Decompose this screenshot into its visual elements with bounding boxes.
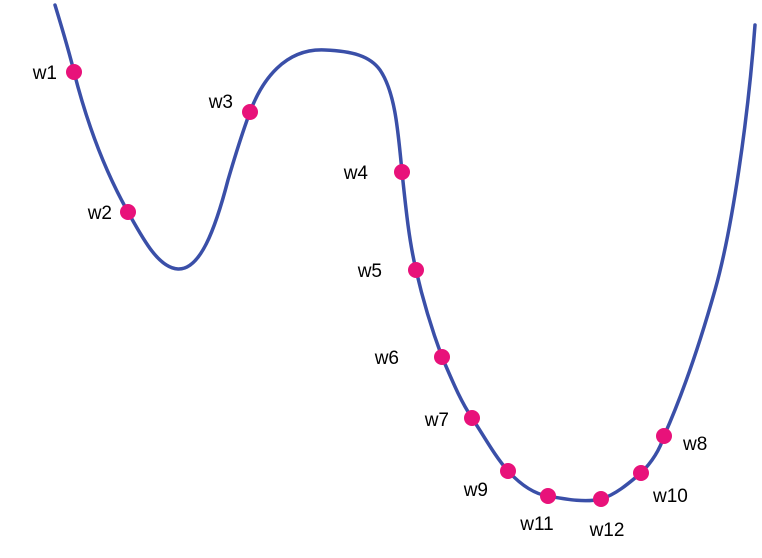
points-layer <box>66 64 672 507</box>
point-w8-label: w8 <box>682 434 707 455</box>
point-w11-marker <box>540 488 556 504</box>
point-w6-label: w6 <box>374 348 399 369</box>
point-w4-label: w4 <box>343 163 369 184</box>
point-w12-marker <box>593 491 609 507</box>
labels-layer: w1 w2 w3 w4 w5 w6 w7 w8 w9 w10 w11 w12 <box>32 63 708 541</box>
point-w2-label: w2 <box>87 203 112 224</box>
point-w6-marker <box>434 349 450 365</box>
point-w11-label: w11 <box>519 514 553 535</box>
point-w3-marker <box>242 104 258 120</box>
point-w10-label: w10 <box>652 486 688 507</box>
loss-curve <box>53 3 757 503</box>
point-w4-marker <box>394 164 410 180</box>
point-w9-marker <box>500 463 516 479</box>
point-w9-label: w9 <box>463 480 488 501</box>
point-w2-marker <box>120 204 136 220</box>
point-w1-marker <box>66 64 82 80</box>
point-w7-label: w7 <box>424 410 449 431</box>
point-w3-label: w3 <box>208 92 233 113</box>
point-w8-marker <box>656 428 672 444</box>
point-w12-label: w12 <box>589 520 625 541</box>
point-w1-label: w1 <box>32 63 57 84</box>
point-w5-label: w5 <box>357 261 382 282</box>
point-w7-marker <box>464 410 480 426</box>
point-w5-marker <box>408 262 424 278</box>
point-w10-marker <box>633 465 649 481</box>
